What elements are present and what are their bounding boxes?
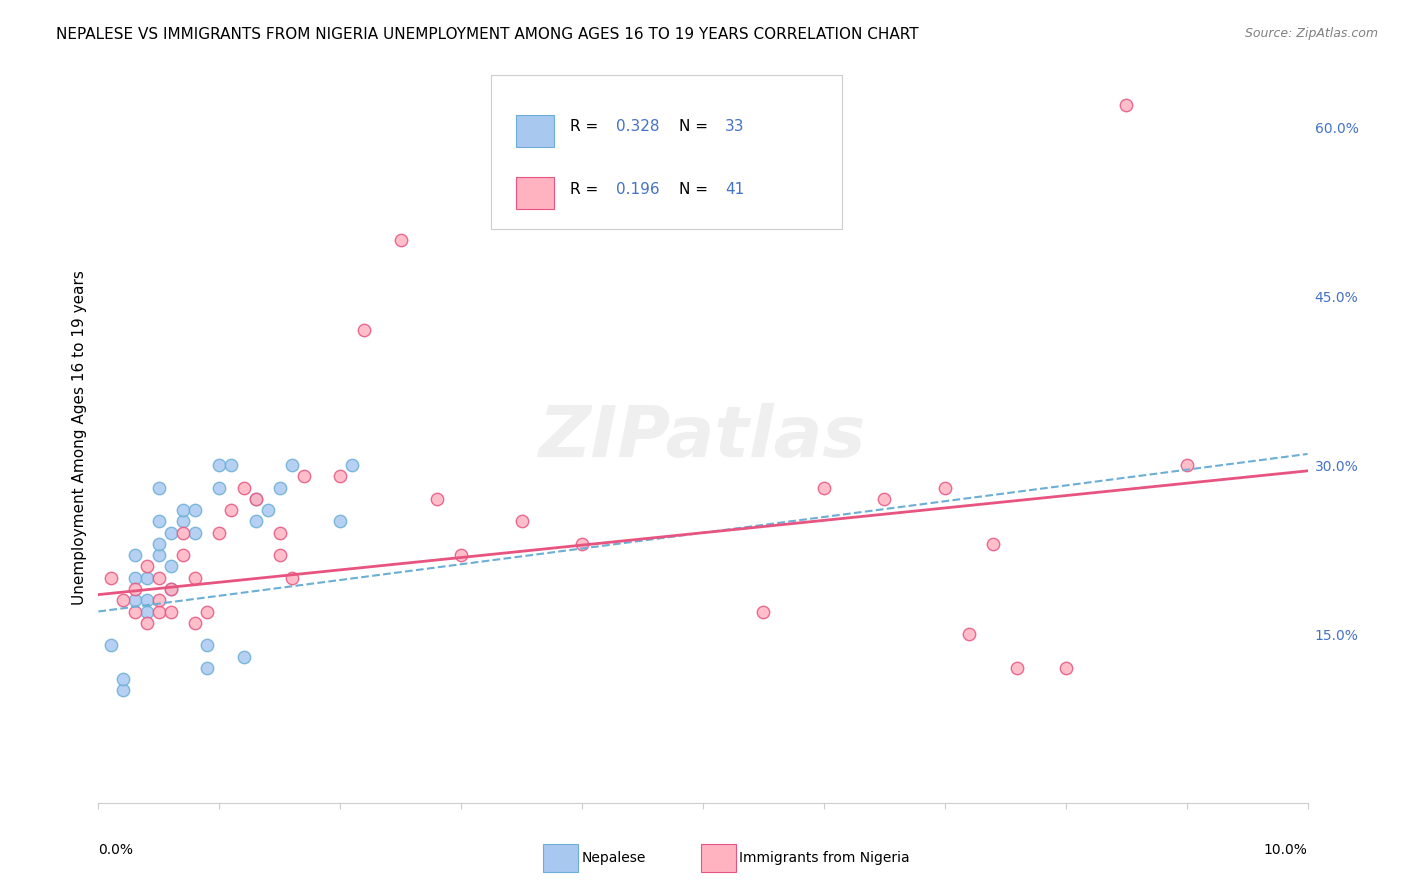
Point <box>160 582 183 596</box>
Point <box>873 491 896 506</box>
FancyBboxPatch shape <box>543 845 578 872</box>
Point <box>208 481 231 495</box>
Point <box>148 593 170 607</box>
Point <box>135 593 157 607</box>
Point <box>510 515 533 529</box>
Text: Nepalese: Nepalese <box>582 851 647 864</box>
Point <box>111 593 134 607</box>
Point <box>135 615 157 630</box>
Point <box>184 571 207 585</box>
Text: R =: R = <box>569 120 603 135</box>
Point <box>1007 661 1029 675</box>
Point <box>195 661 218 675</box>
Point <box>256 503 278 517</box>
Text: 41: 41 <box>724 182 744 196</box>
Point <box>450 548 472 562</box>
Point <box>148 537 170 551</box>
Text: 10.0%: 10.0% <box>1264 843 1308 857</box>
Point <box>111 672 134 686</box>
Point <box>172 515 194 529</box>
Point <box>221 458 243 473</box>
Point <box>1115 98 1137 112</box>
Y-axis label: Unemployment Among Ages 16 to 19 years: Unemployment Among Ages 16 to 19 years <box>72 269 87 605</box>
Point <box>957 627 980 641</box>
Point <box>208 458 231 473</box>
Text: Immigrants from Nigeria: Immigrants from Nigeria <box>740 851 910 864</box>
Text: N =: N = <box>679 182 713 196</box>
Point <box>426 491 449 506</box>
Point <box>208 525 231 540</box>
Point <box>148 481 170 495</box>
Text: 0.0%: 0.0% <box>98 843 134 857</box>
FancyBboxPatch shape <box>700 845 735 872</box>
FancyBboxPatch shape <box>516 177 554 209</box>
Point <box>934 481 956 495</box>
Point <box>160 559 183 574</box>
Text: N =: N = <box>679 120 713 135</box>
Text: R =: R = <box>569 182 603 196</box>
Point <box>269 548 291 562</box>
Text: 33: 33 <box>724 120 744 135</box>
Point <box>148 548 170 562</box>
Point <box>353 323 375 337</box>
Point <box>148 571 170 585</box>
Point <box>329 469 352 483</box>
Point <box>1175 458 1198 473</box>
Text: 0.328: 0.328 <box>616 120 659 135</box>
Point <box>148 515 170 529</box>
Point <box>135 571 157 585</box>
Point <box>195 605 218 619</box>
Point <box>184 525 207 540</box>
Point <box>232 481 254 495</box>
Point <box>245 515 267 529</box>
Point <box>752 605 775 619</box>
Point <box>342 458 364 473</box>
Point <box>329 515 352 529</box>
Point <box>245 491 267 506</box>
Point <box>111 683 134 698</box>
Point <box>571 537 593 551</box>
Point <box>100 571 122 585</box>
Point <box>269 481 291 495</box>
Point <box>172 525 194 540</box>
Point <box>389 233 412 247</box>
Point <box>221 503 243 517</box>
Point <box>100 638 122 652</box>
Point <box>981 537 1004 551</box>
Point <box>124 605 146 619</box>
Point <box>281 571 304 585</box>
Point <box>148 605 170 619</box>
Point <box>160 582 183 596</box>
Point <box>184 503 207 517</box>
Point <box>135 605 157 619</box>
Point <box>1054 661 1077 675</box>
Text: 0.196: 0.196 <box>616 182 659 196</box>
Point <box>124 593 146 607</box>
Point <box>184 615 207 630</box>
Point <box>172 548 194 562</box>
Point <box>160 605 183 619</box>
Point <box>124 582 146 596</box>
Text: NEPALESE VS IMMIGRANTS FROM NIGERIA UNEMPLOYMENT AMONG AGES 16 TO 19 YEARS CORRE: NEPALESE VS IMMIGRANTS FROM NIGERIA UNEM… <box>56 27 920 42</box>
FancyBboxPatch shape <box>516 114 554 146</box>
Point <box>813 481 835 495</box>
Text: Source: ZipAtlas.com: Source: ZipAtlas.com <box>1244 27 1378 40</box>
Point <box>245 491 267 506</box>
Text: ZIPatlas: ZIPatlas <box>540 402 866 472</box>
Point <box>124 571 146 585</box>
Point <box>135 559 157 574</box>
Point <box>281 458 304 473</box>
FancyBboxPatch shape <box>492 75 842 228</box>
Point <box>172 503 194 517</box>
Point <box>269 525 291 540</box>
Point <box>232 649 254 664</box>
Point <box>195 638 218 652</box>
Point <box>292 469 315 483</box>
Point <box>124 548 146 562</box>
Point <box>160 525 183 540</box>
